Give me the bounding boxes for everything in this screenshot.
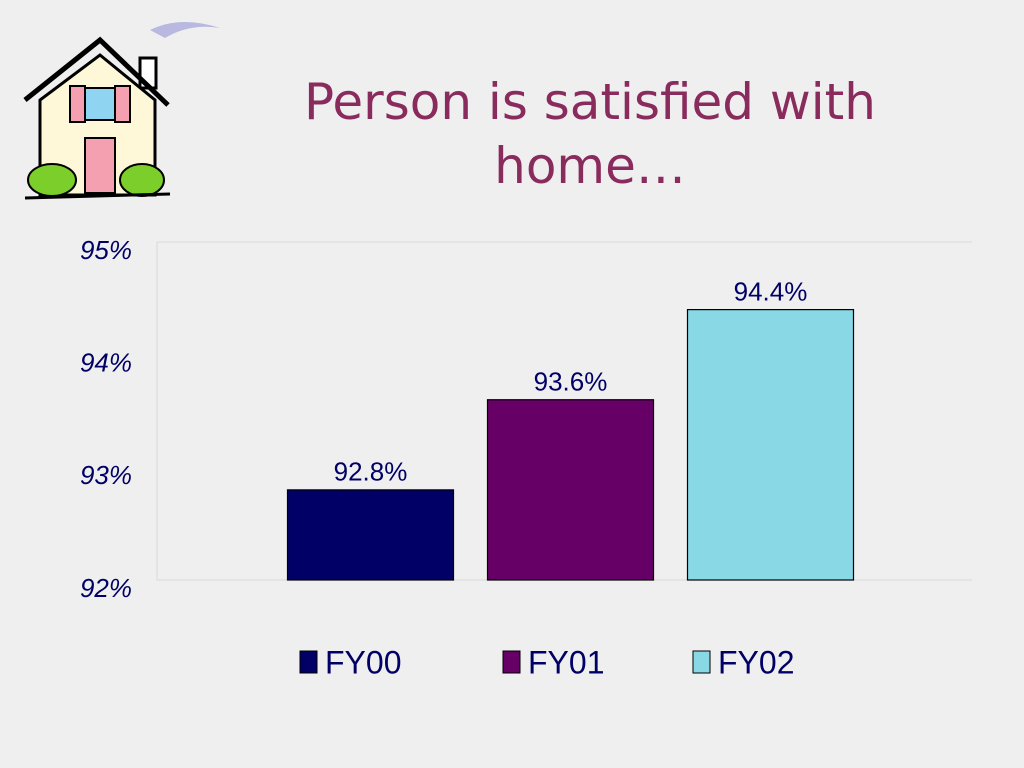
y-tick-label: 93% (80, 460, 132, 490)
legend-swatch (299, 650, 318, 674)
legend-swatch (692, 650, 711, 674)
value-label: 93.6% (534, 367, 608, 397)
house-icon (23, 21, 220, 200)
value-label: 94.4% (734, 276, 808, 306)
chart-title: Person is satisfied with home… (304, 73, 876, 195)
y-tick-label: 94% (80, 348, 132, 378)
y-tick-label: 92% (80, 573, 132, 603)
value-label: 92.8% (334, 457, 408, 487)
bar (686, 309, 855, 581)
legend-label: FY00 (325, 644, 401, 680)
legend-label: FY01 (528, 644, 604, 680)
bar (286, 489, 455, 581)
legend-swatch (502, 650, 521, 674)
y-tick-label: 95% (80, 235, 132, 265)
bar (486, 399, 655, 581)
legend-label: FY02 (718, 644, 794, 680)
